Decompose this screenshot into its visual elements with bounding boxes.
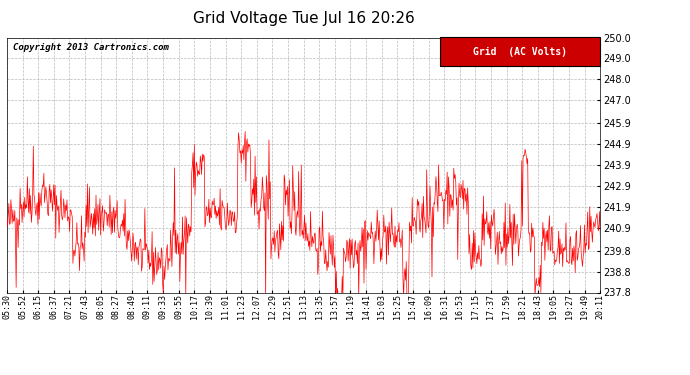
- Text: Grid  (AC Volts): Grid (AC Volts): [473, 46, 567, 57]
- Bar: [440, 38, 600, 66]
- Text: Copyright 2013 Cartronics.com: Copyright 2013 Cartronics.com: [13, 43, 169, 52]
- Text: Grid Voltage Tue Jul 16 20:26: Grid Voltage Tue Jul 16 20:26: [193, 11, 415, 26]
